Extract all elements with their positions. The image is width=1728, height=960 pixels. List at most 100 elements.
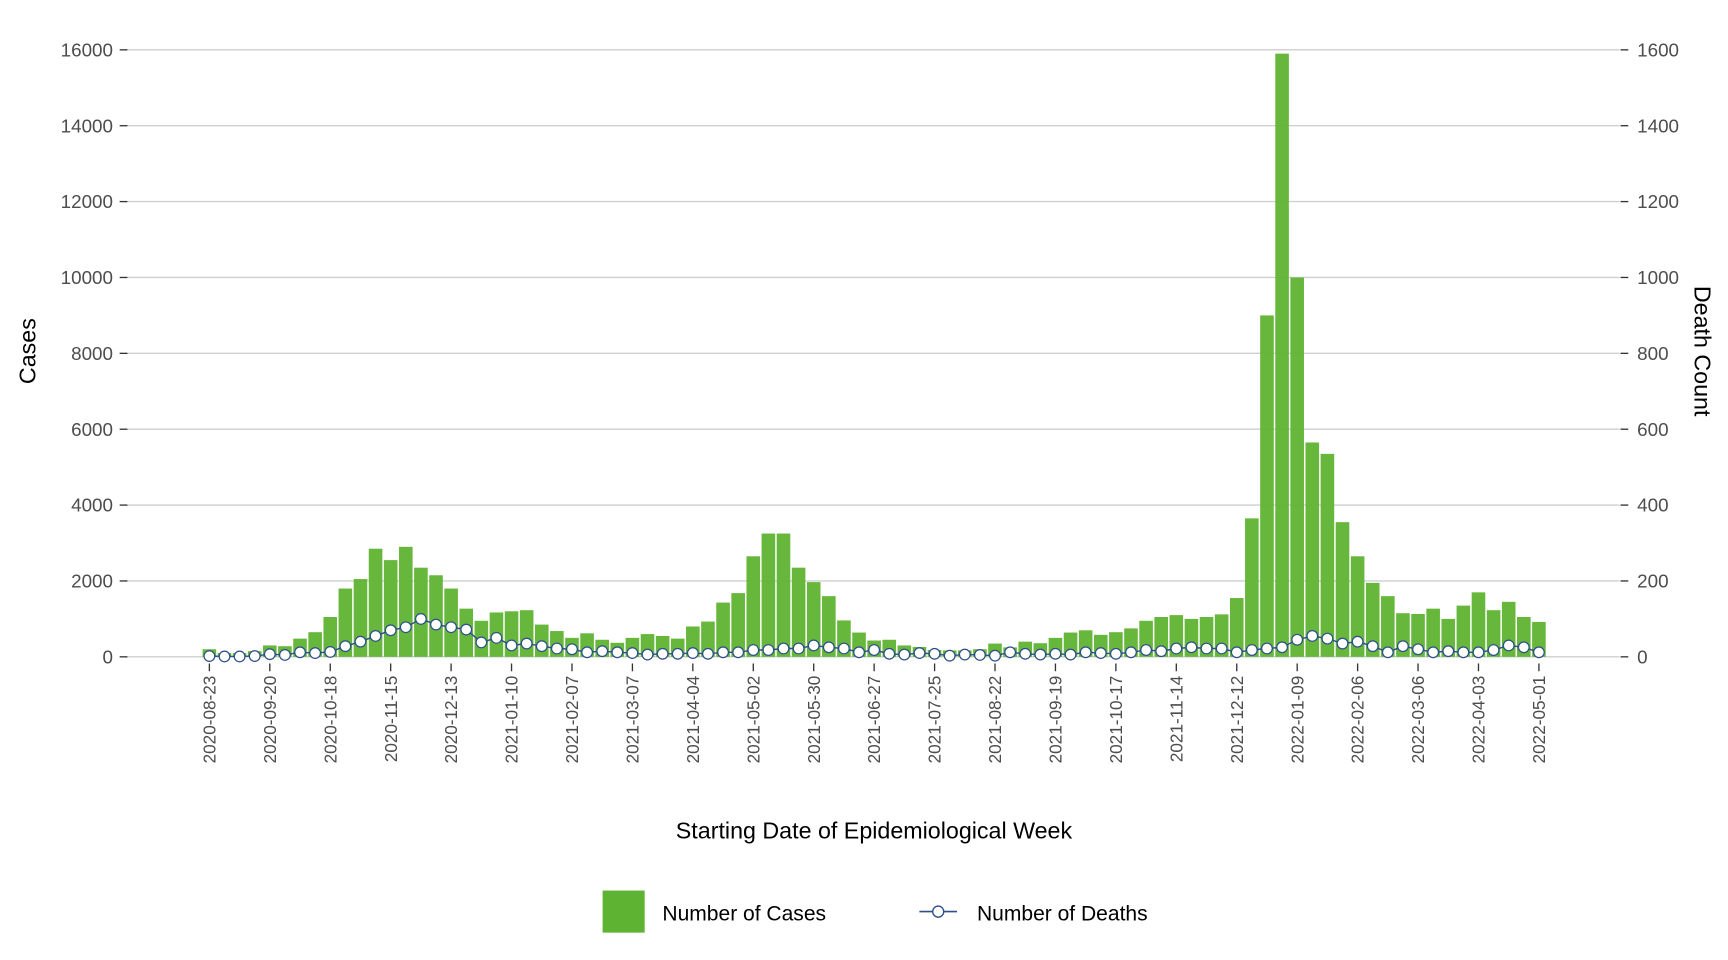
case-bar xyxy=(398,546,413,657)
x-tick-label: 2021-05-30 xyxy=(804,676,824,764)
case-bar xyxy=(1305,442,1320,657)
death-point xyxy=(1261,642,1273,655)
case-bar xyxy=(1456,605,1471,657)
y-tick-label: 6000 xyxy=(71,419,113,440)
x-tick-label: 2020-10-18 xyxy=(320,676,340,764)
x-tick-label: 2022-03-06 xyxy=(1408,676,1428,764)
legend-cases-label: Number of Cases xyxy=(662,902,826,925)
death-point xyxy=(339,640,352,653)
death-point xyxy=(278,649,291,661)
x-tick-label: 2021-06-27 xyxy=(864,676,884,764)
y2-axis-title: Death Count xyxy=(1690,286,1716,417)
death-point xyxy=(1442,645,1455,658)
case-bar xyxy=(414,567,428,657)
death-point xyxy=(641,648,654,661)
death-point xyxy=(1049,647,1062,660)
case-bar xyxy=(1290,277,1304,657)
death-point xyxy=(520,637,533,650)
death-point xyxy=(747,644,760,656)
death-point xyxy=(1125,646,1137,659)
case-bar xyxy=(519,610,534,657)
case-bar xyxy=(731,593,745,657)
death-point xyxy=(1004,646,1017,659)
case-bar xyxy=(1471,592,1486,657)
death-point xyxy=(656,647,669,660)
death-point xyxy=(1079,646,1092,659)
death-point xyxy=(460,623,473,636)
death-point xyxy=(1291,633,1304,646)
x-tick-label: 2021-11-14 xyxy=(1166,675,1186,762)
death-point xyxy=(1532,646,1545,659)
x-tick-label: 2021-01-10 xyxy=(502,676,522,764)
y2-tick-label: 200 xyxy=(1637,571,1668,592)
y2-tick-label: 600 xyxy=(1637,419,1668,440)
death-point xyxy=(989,649,1001,662)
y-axis-title: Cases xyxy=(14,318,40,384)
death-point xyxy=(505,639,518,652)
death-point xyxy=(1245,644,1258,656)
death-point xyxy=(853,646,865,659)
case-bar xyxy=(716,602,730,657)
case-bar xyxy=(1320,453,1335,657)
death-point xyxy=(399,621,412,634)
x-tick-label: 2020-11-15 xyxy=(381,676,401,762)
x-tick-label: 2022-02-06 xyxy=(1348,676,1368,764)
death-point xyxy=(1215,642,1228,655)
case-bar xyxy=(1365,582,1380,657)
cases-bars xyxy=(202,53,1546,657)
case-bar xyxy=(1275,53,1289,657)
death-point xyxy=(596,645,609,658)
death-point xyxy=(1472,646,1485,659)
death-point xyxy=(309,647,322,659)
death-point xyxy=(294,646,306,659)
case-bar xyxy=(1381,596,1395,657)
death-point xyxy=(1230,646,1243,659)
case-bar xyxy=(1335,522,1350,657)
case-bar xyxy=(1260,315,1274,657)
x-tick-label: 2022-05-01 xyxy=(1529,676,1549,764)
death-point xyxy=(686,647,699,659)
y-tick-label: 14000 xyxy=(61,115,113,136)
case-bar xyxy=(338,588,353,657)
x-tick-label: 2021-02-07 xyxy=(562,676,582,764)
x-tick-label: 2021-07-25 xyxy=(925,676,945,764)
case-bar xyxy=(1229,598,1244,657)
y2-tick-label: 800 xyxy=(1637,343,1668,364)
legend: Number of Cases Number of Deaths xyxy=(602,890,1148,933)
death-point xyxy=(1336,637,1349,650)
death-point xyxy=(1276,641,1288,654)
case-bar xyxy=(822,596,836,657)
death-point xyxy=(1351,635,1364,648)
y2-tick-label: 400 xyxy=(1637,495,1668,516)
y-tick-label: 12000 xyxy=(61,191,113,212)
death-point xyxy=(1366,640,1379,653)
y2-tick-label: 1200 xyxy=(1637,191,1679,212)
death-point xyxy=(958,648,971,661)
death-point xyxy=(822,641,835,654)
x-tick-label: 2020-08-23 xyxy=(199,676,219,764)
x-axis: 2020-08-23 2020-09-20 2020-10-18 2020-11-15… xyxy=(199,663,1549,763)
y-tick-label: 8000 xyxy=(71,343,113,364)
death-point xyxy=(550,642,563,655)
death-point xyxy=(1185,641,1198,654)
y-tick-label: 4000 xyxy=(71,495,113,516)
legend-cases-swatch xyxy=(602,890,645,933)
death-point xyxy=(1155,645,1168,658)
death-point xyxy=(883,647,896,660)
death-point xyxy=(973,649,986,661)
death-point xyxy=(384,624,397,637)
death-point xyxy=(430,618,442,631)
gridlines xyxy=(127,49,1620,658)
death-point xyxy=(1502,639,1515,652)
death-point xyxy=(233,650,246,663)
death-point xyxy=(581,646,594,659)
death-point xyxy=(1517,641,1530,654)
case-bar xyxy=(1245,518,1259,657)
death-point xyxy=(324,645,337,658)
x-tick-label: 2021-12-12 xyxy=(1227,676,1247,764)
y-tick-label: 16000 xyxy=(61,39,113,60)
y-tick-label: 10000 xyxy=(61,267,113,288)
death-point xyxy=(1034,648,1047,661)
death-point xyxy=(1019,647,1032,660)
